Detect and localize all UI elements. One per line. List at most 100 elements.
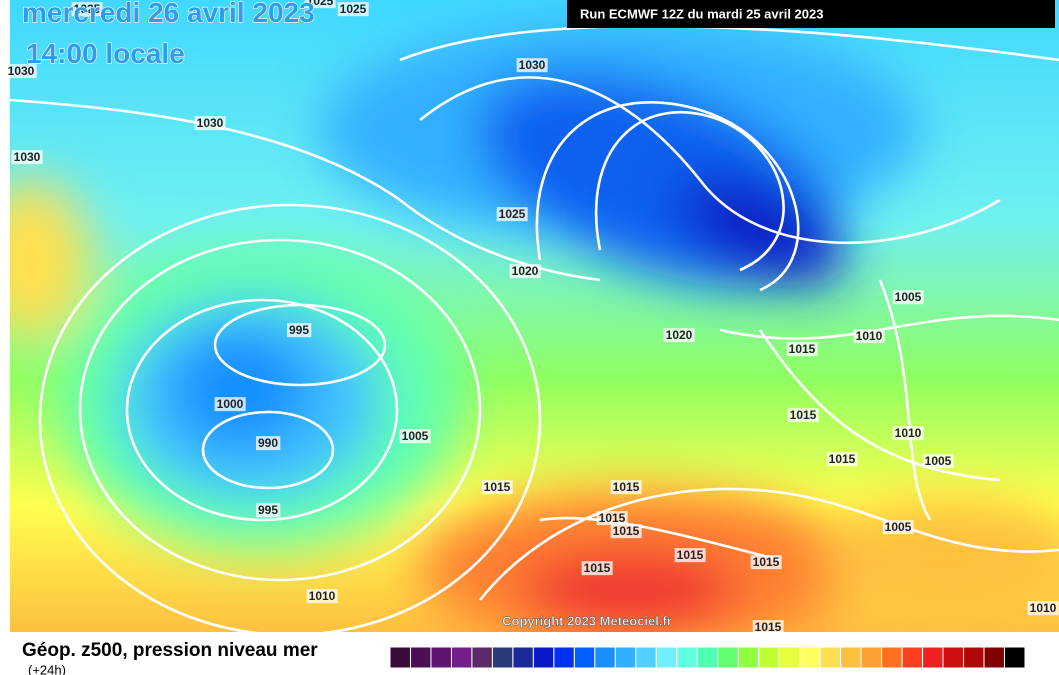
- isobar-label-bg: [786, 342, 818, 357]
- isobar-label-bg: [610, 524, 642, 539]
- colorbar-cell: [1004, 646, 1026, 669]
- isobar-label: 1015: [613, 480, 640, 494]
- colorbar-cell: [696, 646, 719, 669]
- colorbar-cell: [512, 646, 534, 669]
- isobar-label-bg: [882, 520, 914, 535]
- isobar-label-bg: [306, 589, 338, 604]
- colorbar-cell: [614, 646, 637, 669]
- colorbar-cell: [901, 646, 924, 669]
- isobar-label: 1015: [584, 561, 611, 575]
- colorbar-cell: [860, 646, 883, 669]
- colorbar-cell: [532, 646, 555, 669]
- isobar-label-bg: [214, 397, 246, 412]
- legend-title: Géop. z500, pression niveau mer: [22, 640, 318, 661]
- isobar-label-bg: [596, 511, 628, 526]
- colorbar-cell: [594, 646, 616, 669]
- colorbar-cell: [430, 646, 452, 669]
- isobar-label-bg: [5, 64, 37, 79]
- isobar-label-bg: [11, 150, 43, 165]
- isobar-label: 1010: [895, 426, 922, 440]
- isobar-label: 1015: [755, 620, 782, 634]
- isobar-label-bg: [516, 58, 548, 73]
- isobar-label-bg: [674, 548, 706, 563]
- isobar-label-bg: [752, 620, 784, 635]
- isobar-label-bg: [663, 328, 695, 343]
- isobar-label-bg: [750, 555, 782, 570]
- isobar-label-bg: [255, 503, 281, 518]
- colorbar-cell: [799, 646, 821, 669]
- colorbar-cell: [737, 646, 760, 669]
- copyright: Copyright 2023 Meteociel.fr: [502, 613, 672, 628]
- isobar-label: 1010: [856, 329, 883, 343]
- isobar-label: 1000: [217, 397, 244, 411]
- isobar-label: 1010: [309, 589, 336, 603]
- isobar-label-bg: [922, 454, 954, 469]
- colorbar-cell: [655, 646, 678, 669]
- map-area: [10, 0, 1059, 632]
- isobar-label: 1005: [895, 290, 922, 304]
- isobar-label: 1010: [1030, 601, 1057, 615]
- colorbar-cell: [573, 646, 596, 669]
- colorbar-cell: [676, 646, 698, 669]
- isobar-label-bg: [286, 323, 312, 338]
- colorbar-cell: [471, 646, 493, 669]
- isobar-label-bg: [399, 429, 431, 444]
- isobar-label: 1015: [599, 511, 626, 525]
- isobar-label-bg: [853, 329, 885, 344]
- isobar-label: 1020: [512, 264, 539, 278]
- isobar-label: 1025: [74, 2, 101, 16]
- colorbar-cell: [450, 646, 473, 669]
- isobar-label: 995: [289, 323, 309, 337]
- isobar-label-bg: [892, 426, 924, 441]
- colorbar-cell: [553, 646, 575, 669]
- isobar-label: 1025: [340, 2, 367, 16]
- run-info: Run ECMWF 12Z du mardi 25 avril 2023: [580, 6, 823, 21]
- colorbar-cell: [840, 646, 862, 669]
- isobar-label: 1015: [829, 452, 856, 466]
- colorbar-cell: [983, 646, 1006, 669]
- isobar-label: 990: [258, 436, 278, 450]
- isobar-label: 1025: [499, 207, 526, 221]
- colorbar-cell: [409, 646, 432, 669]
- isobar-label: 1030: [197, 116, 224, 130]
- isobar-label: 1030: [519, 58, 546, 72]
- isobar-label-bg: [304, 0, 336, 9]
- isobar-label: 995: [258, 503, 278, 517]
- isobar-label-bg: [194, 116, 226, 131]
- isobar-label-bg: [71, 2, 103, 17]
- isobar-label: 1005: [402, 429, 429, 443]
- isobar-label: 1005: [885, 520, 912, 534]
- colorbar-cell: [922, 646, 944, 669]
- isobar-label: 1015: [484, 480, 511, 494]
- isobar-label: 1015: [789, 342, 816, 356]
- colorbar-cell: [942, 646, 965, 669]
- colorbar-cell: [389, 646, 411, 669]
- isobar-label-bg: [826, 452, 858, 467]
- isobar-label: 1015: [677, 548, 704, 562]
- isobar-label-bg: [255, 436, 281, 451]
- isobar-label-bg: [496, 207, 528, 222]
- isobar-label: 1015: [790, 408, 817, 422]
- isobar-label-bg: [581, 561, 613, 576]
- isobar-label-bg: [509, 264, 541, 279]
- isobar-label: 1015: [613, 524, 640, 538]
- isobar-label-bg: [1027, 601, 1059, 616]
- isobar-label: 1030: [8, 64, 35, 78]
- colorbar-cell: [881, 646, 903, 669]
- isobar-label-bg: [610, 480, 642, 495]
- isobar-label-bg: [892, 290, 924, 305]
- isobar-label: 1020: [666, 328, 693, 342]
- isobar-label: 1025: [307, 0, 334, 8]
- isobar-label: 1005: [925, 454, 952, 468]
- colorbar-cell: [963, 646, 985, 669]
- colorbar-cell: [758, 646, 780, 669]
- map-date: mercredi 26 avril 2023: [22, 0, 315, 28]
- colorbar-cell: [635, 646, 657, 669]
- isobar-label-bg: [787, 408, 819, 423]
- isobar-label-bg: [337, 2, 369, 17]
- isobar-label: 1015: [753, 555, 780, 569]
- map-time: 14:00 locale: [26, 38, 185, 69]
- run-bar: [567, 0, 1055, 28]
